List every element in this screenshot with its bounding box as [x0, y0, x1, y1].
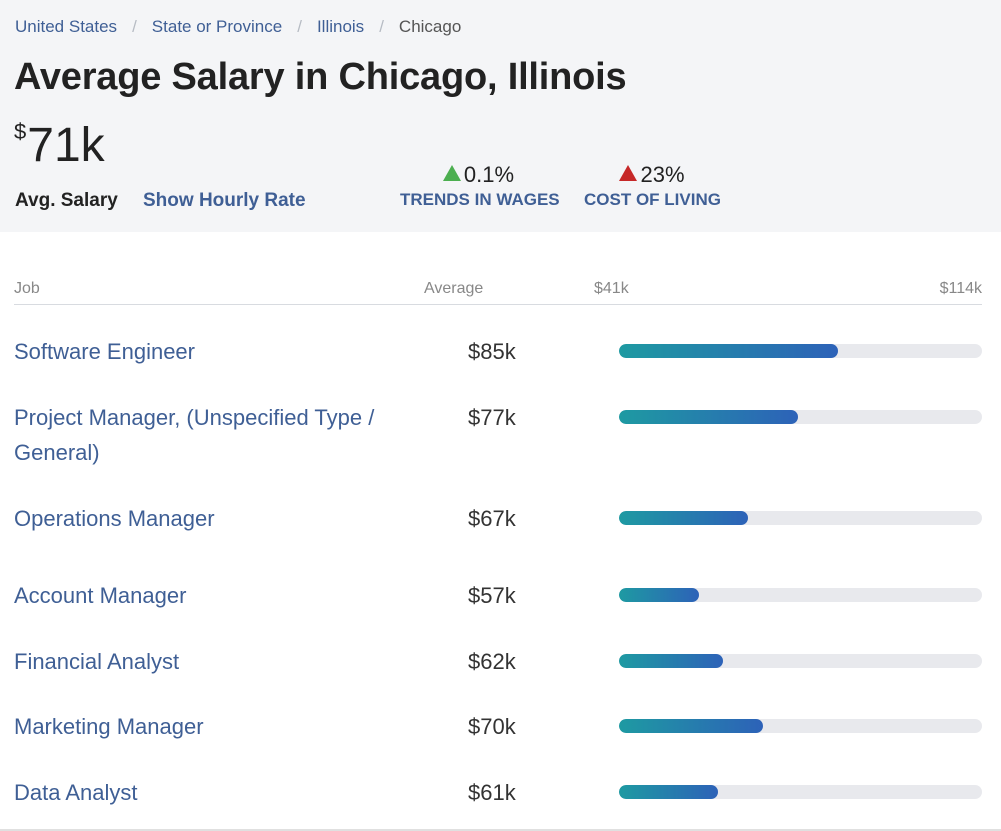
job-average-salary: $70k — [468, 714, 516, 739]
salary-bar-fill — [619, 588, 699, 602]
column-header-average: Average — [424, 280, 484, 297]
job-title-link[interactable]: Project Manager, (Unspecified Type / Gen… — [14, 405, 375, 465]
job-average-salary: $77k — [468, 405, 516, 430]
salary-bar-fill — [619, 410, 799, 424]
job-average-salary: $67k — [468, 506, 516, 531]
breadcrumb-separator: / — [297, 17, 302, 36]
trends-in-wages-percent: 0.1% — [463, 162, 515, 187]
salary-bar-fill — [619, 511, 749, 525]
salary-bar-fill — [619, 719, 764, 733]
breadcrumb-separator: / — [379, 17, 384, 36]
salary-range-bar — [619, 410, 982, 424]
bottom-divider — [0, 829, 1001, 831]
breadcrumb-link-state[interactable]: Illinois — [316, 17, 365, 36]
salary-range-bar — [619, 511, 982, 525]
breadcrumb-current-city: Chicago — [398, 17, 462, 36]
job-title-link[interactable]: Marketing Manager — [14, 714, 204, 739]
salary-range-bar — [619, 654, 982, 668]
cost-of-living-percent: 23% — [640, 162, 685, 187]
salary-range-bar — [619, 344, 982, 358]
average-salary-value: $71k — [14, 118, 105, 173]
salary-range-bar — [619, 588, 982, 602]
job-title-link[interactable]: Account Manager — [14, 583, 187, 608]
salary-bar-fill — [619, 344, 838, 358]
arrow-up-icon — [619, 165, 638, 181]
breadcrumb-link-country[interactable]: United States — [15, 17, 118, 36]
job-title-link[interactable]: Financial Analyst — [14, 649, 180, 674]
currency-symbol: $ — [14, 119, 27, 144]
job-average-salary: $61k — [468, 780, 516, 805]
job-title-link[interactable]: Operations Manager — [14, 506, 215, 531]
salary-header: United States / State or Province / Illinois… — [0, 0, 1001, 232]
job-title-link[interactable]: Data Analyst — [14, 780, 138, 805]
salary-range-bar — [619, 785, 982, 799]
trends-in-wages-stat: 0.1% TRENDS IN WAGES — [400, 162, 560, 210]
range-min-label: $41k — [594, 280, 629, 297]
arrow-up-icon — [442, 165, 461, 181]
cost-of-living-value: 23% — [584, 162, 720, 188]
salary-amount: 71k — [27, 119, 105, 172]
trends-in-wages-link[interactable]: TRENDS IN WAGES — [400, 190, 560, 209]
breadcrumb-link-state-or-province[interactable]: State or Province — [151, 17, 283, 36]
range-max-label: $114k — [939, 280, 982, 297]
salary-bar-fill — [619, 785, 719, 799]
column-header-job: Job — [14, 280, 40, 297]
breadcrumb: United States / State or Province / Illinois… — [15, 17, 461, 37]
table-header: Job Average $41k $114k — [14, 280, 982, 305]
job-average-salary: $57k — [468, 583, 516, 608]
salary-bar-fill — [619, 654, 724, 668]
breadcrumb-separator: / — [132, 17, 137, 36]
cost-of-living-stat: 23% COST OF LIVING — [584, 162, 721, 210]
page-title: Average Salary in Chicago, Illinois — [14, 56, 627, 98]
job-title-link[interactable]: Software Engineer — [14, 339, 195, 364]
job-average-salary: $62k — [468, 649, 516, 674]
salary-range-bar — [619, 719, 982, 733]
avg-salary-label: Avg. Salary — [15, 190, 118, 211]
cost-of-living-link[interactable]: COST OF LIVING — [584, 190, 721, 209]
trends-in-wages-value: 0.1% — [400, 162, 557, 188]
show-hourly-rate-link[interactable]: Show Hourly Rate — [143, 190, 306, 211]
job-average-salary: $85k — [468, 339, 516, 364]
